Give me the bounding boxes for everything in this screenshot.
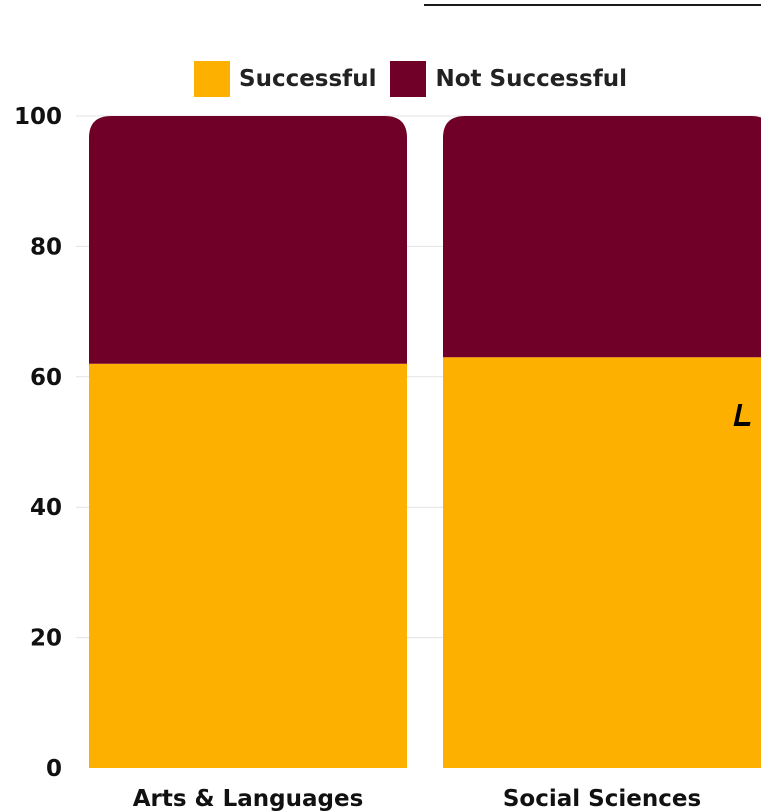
y-axis-ticks: 0 20 40 60 80 100 [14, 104, 62, 782]
legend-label-successful: Successful [239, 66, 377, 92]
legend-item-not-successful: Not Successful [390, 61, 627, 97]
legend-swatch-successful [194, 61, 230, 97]
legend-item-successful: Successful [194, 61, 376, 97]
top-divider-line [424, 4, 761, 6]
bar-arts-languages-successful [89, 363, 407, 768]
legend-swatch-not-successful [390, 61, 427, 97]
y-tick-label-20: 20 [30, 626, 62, 652]
x-category-label-1: Social Sciences [503, 786, 701, 812]
y-tick-label-80: 80 [30, 234, 62, 260]
chart-legend: Successful Not Successful [194, 61, 641, 97]
bar-social-sciences-successful [443, 357, 761, 768]
y-tick-label-40: 40 [30, 495, 62, 521]
y-tick-label-0: 0 [46, 756, 62, 782]
x-axis-categories: Arts & Languages Social Sciences [133, 786, 701, 812]
bar-social-sciences-not-successful [443, 116, 761, 358]
bars [89, 116, 761, 768]
legend-label-not-successful: Not Successful [435, 66, 627, 92]
y-tick-label-100: 100 [14, 104, 62, 130]
x-category-label-0: Arts & Languages [133, 786, 364, 812]
bar-arts-languages-not-successful [89, 116, 407, 364]
y-tick-label-60: 60 [30, 365, 62, 391]
